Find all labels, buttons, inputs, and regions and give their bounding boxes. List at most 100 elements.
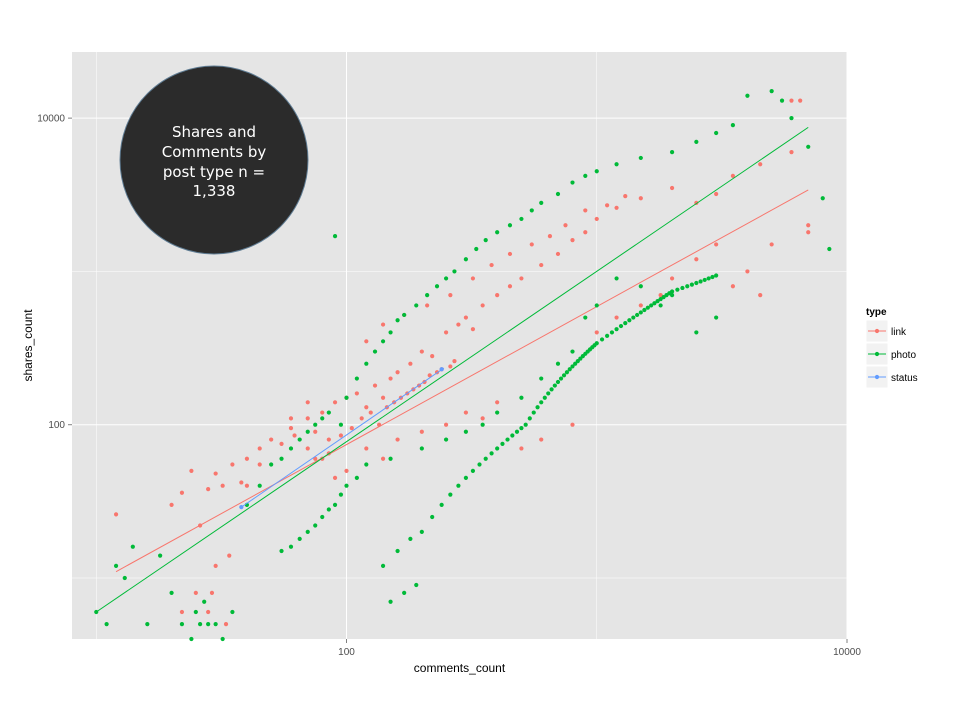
point-photo bbox=[430, 514, 435, 520]
annotation-bubble: Shares and Comments by post type n = 1,3… bbox=[119, 65, 309, 255]
point-link bbox=[806, 230, 811, 235]
legend-key-point bbox=[874, 328, 880, 334]
point-photo bbox=[297, 437, 302, 442]
point-photo bbox=[179, 622, 185, 627]
point-link bbox=[638, 196, 643, 201]
point-photo bbox=[145, 622, 150, 627]
point-photo bbox=[827, 246, 832, 252]
point-photo bbox=[694, 280, 699, 286]
point-photo bbox=[769, 89, 774, 94]
point-photo bbox=[529, 208, 534, 213]
point-photo bbox=[745, 93, 750, 98]
point-photo bbox=[685, 284, 690, 289]
point-link bbox=[279, 441, 284, 446]
point-photo bbox=[555, 379, 561, 385]
point-photo bbox=[570, 364, 575, 369]
point-photo bbox=[320, 514, 325, 520]
point-link bbox=[730, 173, 736, 178]
point-link bbox=[495, 293, 500, 298]
point-photo bbox=[495, 446, 500, 451]
point-photo bbox=[463, 429, 469, 434]
point-link bbox=[332, 400, 338, 405]
point-photo bbox=[689, 282, 694, 287]
point-photo bbox=[257, 483, 262, 488]
point-photo bbox=[380, 339, 386, 344]
point-link bbox=[292, 433, 297, 438]
point-photo bbox=[635, 312, 640, 318]
point-photo bbox=[505, 437, 510, 442]
point-link bbox=[480, 416, 485, 421]
point-photo bbox=[523, 422, 528, 427]
point-photo bbox=[558, 376, 564, 381]
point-photo bbox=[197, 622, 203, 627]
point-link bbox=[368, 410, 373, 415]
point-photo bbox=[395, 318, 400, 323]
point-link bbox=[570, 238, 575, 243]
point-photo bbox=[169, 590, 174, 595]
point-photo bbox=[806, 144, 811, 149]
point-photo bbox=[599, 337, 605, 342]
point-link bbox=[213, 563, 218, 568]
point-photo bbox=[655, 299, 660, 304]
point-photo bbox=[305, 529, 310, 534]
point-photo bbox=[519, 426, 524, 431]
point-photo bbox=[669, 289, 675, 294]
legend-item-status: status bbox=[865, 365, 918, 389]
point-photo bbox=[380, 563, 386, 568]
series-status bbox=[239, 367, 445, 510]
point-link bbox=[495, 400, 500, 405]
point-photo bbox=[779, 98, 785, 103]
point-photo bbox=[706, 276, 711, 281]
point-photo bbox=[594, 303, 599, 308]
point-photo bbox=[710, 274, 715, 280]
point-photo bbox=[631, 315, 636, 320]
point-photo bbox=[463, 475, 469, 480]
point-photo bbox=[189, 636, 194, 642]
legend-key-point bbox=[874, 351, 880, 357]
point-link bbox=[456, 322, 461, 327]
point-photo bbox=[220, 636, 225, 642]
point-photo bbox=[443, 276, 449, 281]
point-photo bbox=[158, 553, 163, 558]
point-photo bbox=[542, 395, 547, 400]
point-link bbox=[539, 262, 544, 268]
point-photo bbox=[561, 373, 567, 378]
point-link bbox=[209, 590, 215, 595]
point-link bbox=[583, 208, 588, 213]
point-photo bbox=[213, 622, 218, 627]
point-link bbox=[519, 446, 524, 451]
point-photo bbox=[104, 622, 109, 627]
point-photo bbox=[122, 575, 127, 581]
point-photo bbox=[694, 330, 699, 335]
y-axis-title: shares_count bbox=[21, 309, 35, 382]
point-link bbox=[244, 483, 250, 488]
point-photo bbox=[500, 441, 505, 446]
series-photo bbox=[94, 89, 832, 642]
point-photo bbox=[702, 277, 707, 283]
point-link bbox=[332, 475, 338, 480]
point-photo bbox=[618, 323, 624, 329]
point-link bbox=[427, 373, 432, 378]
point-photo bbox=[354, 475, 359, 480]
point-photo bbox=[419, 446, 424, 451]
point-link bbox=[288, 416, 294, 421]
point-link bbox=[605, 203, 610, 208]
point-link bbox=[372, 383, 378, 388]
point-link bbox=[798, 98, 803, 103]
point-link bbox=[745, 269, 750, 274]
point-photo bbox=[193, 609, 198, 615]
point-link bbox=[189, 468, 194, 473]
point-photo bbox=[609, 330, 615, 335]
point-photo bbox=[539, 200, 544, 205]
point-photo bbox=[414, 303, 419, 308]
point-photo bbox=[288, 446, 294, 451]
point-photo bbox=[495, 230, 500, 235]
annotation-circle bbox=[119, 65, 309, 255]
point-photo bbox=[480, 422, 485, 427]
point-photo bbox=[583, 173, 588, 178]
point-photo bbox=[675, 287, 680, 292]
point-link bbox=[448, 293, 453, 298]
point-link bbox=[349, 426, 354, 431]
point-photo bbox=[519, 216, 524, 222]
point-photo bbox=[230, 609, 235, 615]
